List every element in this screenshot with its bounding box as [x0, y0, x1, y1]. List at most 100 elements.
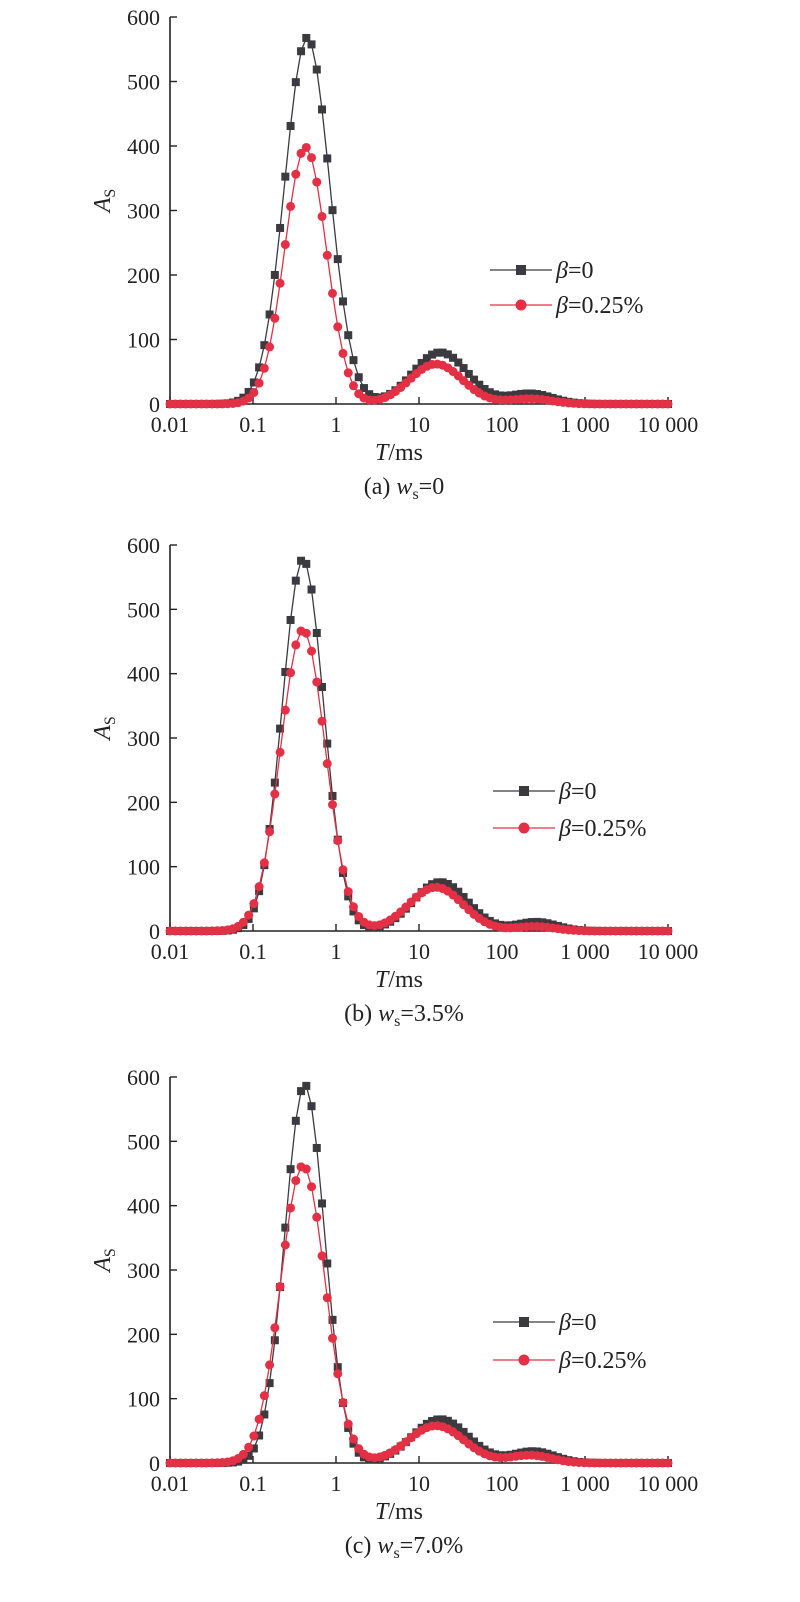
x-tick-label: 100	[486, 412, 519, 437]
data-point	[291, 78, 300, 87]
data-point	[506, 391, 515, 400]
data-point	[301, 628, 311, 638]
data-point	[270, 1323, 280, 1333]
data-point	[449, 353, 458, 362]
legend-item-0: β=0	[493, 1310, 597, 1336]
data-point	[459, 364, 468, 373]
data-point	[286, 201, 296, 211]
data-point	[454, 887, 463, 896]
chart-panel-2: 0 100 200 300 400 500 600 0.01 0.1 1 10 100 1 000 10 …	[90, 1065, 698, 1562]
data-point	[265, 310, 274, 319]
data-point	[365, 390, 374, 399]
data-point	[454, 1423, 463, 1432]
data-point	[470, 375, 479, 384]
data-point	[312, 65, 321, 74]
y-tick-label: 300	[127, 726, 160, 751]
x-tick-label: 10	[408, 1471, 430, 1496]
data-point	[312, 1212, 322, 1222]
data-point	[276, 724, 285, 733]
data-point	[464, 1432, 473, 1441]
y-tick-label: 100	[127, 855, 160, 880]
x-tick-label: 10	[408, 412, 430, 437]
data-point	[286, 121, 295, 130]
data-point	[485, 388, 494, 397]
data-point	[254, 1414, 264, 1424]
y-tick-label: 300	[127, 1258, 160, 1283]
data-point	[470, 1437, 479, 1446]
chart-panel-1: 0 100 200 300 400 500 600 0.01 0.1 1 10 100 1 000 10 …	[90, 533, 698, 1030]
data-point	[328, 800, 338, 810]
data-point	[343, 368, 353, 378]
data-point	[322, 1293, 332, 1303]
data-point	[270, 270, 279, 279]
panel-caption: (c) ws=7.0%	[345, 1533, 463, 1562]
data-point	[412, 364, 421, 373]
data-point	[317, 1251, 327, 1261]
data-point	[244, 387, 253, 396]
data-point	[464, 898, 473, 907]
data-point	[281, 667, 290, 676]
data-point	[663, 399, 673, 409]
data-point	[318, 1199, 327, 1208]
data-point	[244, 1451, 253, 1460]
data-point	[249, 387, 259, 397]
data-point	[443, 350, 452, 359]
legend-marker	[519, 786, 529, 796]
x-tick-label: 10	[408, 939, 430, 964]
data-point	[527, 389, 536, 398]
data-point	[338, 865, 348, 875]
data-point	[333, 1369, 343, 1379]
y-tick-label: 100	[127, 328, 160, 353]
series-1	[165, 626, 673, 936]
data-point	[280, 240, 290, 250]
data-point	[433, 348, 442, 357]
data-point	[354, 373, 363, 382]
data-point	[517, 389, 526, 398]
legend-label: β=0.25%	[558, 1348, 646, 1374]
chart-panel-0: 0 100 200 300 400 500 600 0.01 0.1 1 10 100 1 000 10 …	[90, 5, 698, 503]
data-point	[270, 1336, 279, 1345]
data-point	[249, 1431, 259, 1441]
x-tick-label: 0.1	[239, 939, 267, 964]
y-tick-label: 500	[127, 70, 160, 95]
data-point	[259, 1391, 269, 1401]
data-point	[438, 1415, 447, 1424]
data-point	[475, 1441, 484, 1450]
data-point	[443, 879, 452, 888]
x-tick-label: 0.01	[151, 939, 190, 964]
x-tick-label: 10 000	[638, 412, 699, 437]
legend-item-0: β=0	[490, 258, 594, 284]
x-axis-label: T/ms	[375, 1499, 423, 1525]
x-tick-label: 0.1	[239, 412, 267, 437]
data-point	[491, 390, 500, 399]
data-point	[348, 902, 358, 912]
data-point	[428, 1417, 437, 1426]
data-point	[259, 363, 269, 373]
data-point	[359, 384, 368, 393]
data-point	[244, 1442, 254, 1452]
data-point	[301, 1164, 311, 1174]
data-point	[291, 169, 301, 179]
y-axis-label: AS	[90, 189, 119, 215]
data-point	[343, 887, 353, 897]
data-point	[280, 705, 290, 715]
data-point	[433, 1415, 442, 1424]
x-tick-label: 10 000	[638, 939, 699, 964]
data-point	[307, 40, 316, 49]
data-point	[343, 1419, 353, 1429]
y-tick-label: 0	[149, 919, 160, 944]
data-point	[265, 1379, 274, 1388]
data-point	[280, 1240, 290, 1250]
x-tick-label: 1 000	[560, 939, 610, 964]
legend-marker	[518, 1354, 530, 1366]
data-point	[275, 1282, 285, 1292]
data-point	[265, 342, 275, 352]
data-point	[255, 887, 264, 896]
data-point	[286, 668, 296, 678]
x-tick-label: 1 000	[560, 1471, 610, 1496]
data-point	[454, 358, 463, 367]
data-point	[265, 1360, 275, 1370]
data-point	[532, 390, 541, 399]
x-tick-label: 1 000	[560, 412, 610, 437]
data-point	[433, 878, 442, 887]
